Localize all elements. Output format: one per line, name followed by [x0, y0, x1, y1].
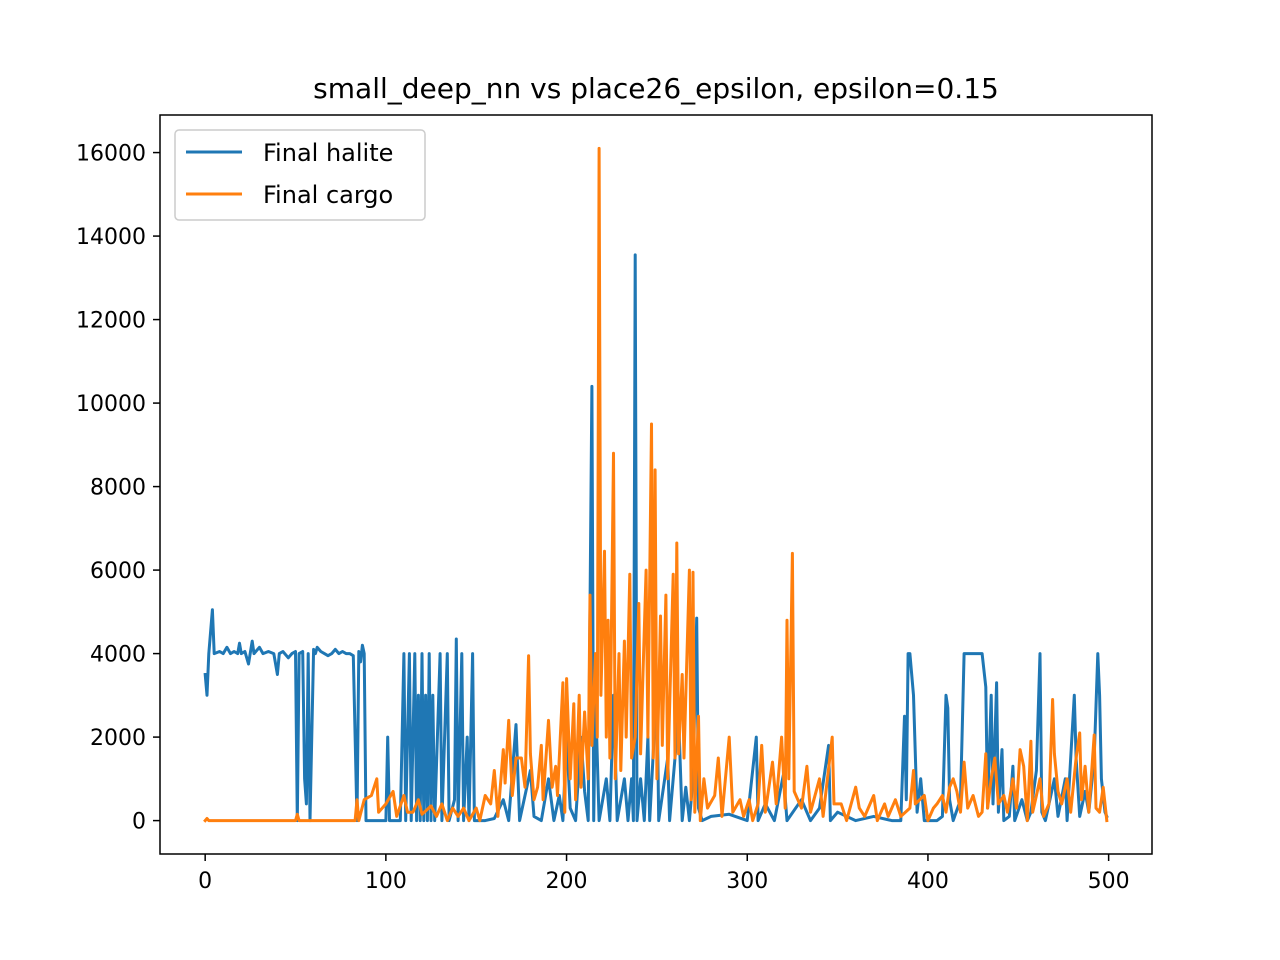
plot-lines: [203, 146, 1109, 823]
series-line-final-cargo: [203, 146, 1109, 823]
x-tick-label: 300: [726, 869, 768, 894]
y-tick-label: 16000: [76, 142, 146, 167]
x-axis: 0 100 200 300 400 500: [198, 854, 1130, 894]
x-tick-label: 500: [1088, 869, 1130, 894]
x-tick-label: 0: [198, 869, 212, 894]
y-tick-label: 0: [132, 810, 146, 835]
legend: Final halite Final cargo: [174, 129, 426, 221]
y-tick-label: 4000: [90, 643, 146, 668]
y-tick-label: 14000: [76, 225, 146, 250]
chart-title: small_deep_nn vs place26_epsilon, epsilo…: [313, 72, 999, 105]
legend-label: Final halite: [263, 139, 393, 167]
legend-label: Final cargo: [263, 181, 393, 209]
y-tick-label: 2000: [90, 726, 146, 751]
y-tick-label: 6000: [90, 559, 146, 584]
x-tick-label: 200: [546, 869, 588, 894]
plot-frame: [159, 114, 1153, 855]
y-tick-label: 8000: [90, 476, 146, 501]
series-line-final-halite: [203, 253, 1109, 823]
x-tick-label: 400: [907, 869, 949, 894]
y-tick-label: 12000: [76, 309, 146, 334]
y-axis: 0 2000 4000 6000 8000 10000 12000 14000 16000: [76, 142, 160, 835]
y-tick-label: 10000: [76, 392, 146, 417]
x-tick-label: 100: [365, 869, 407, 894]
